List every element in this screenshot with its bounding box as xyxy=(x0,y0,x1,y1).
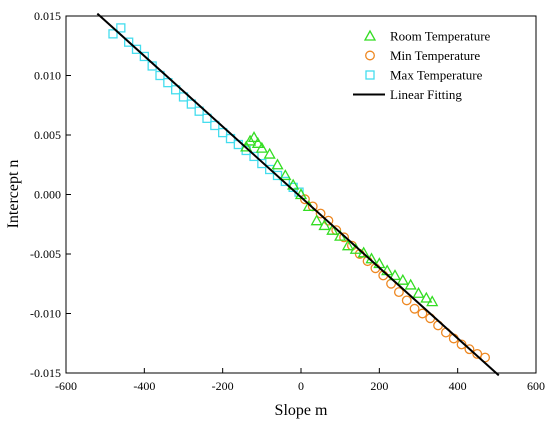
data-point xyxy=(218,127,228,138)
data-point xyxy=(243,134,257,146)
series-room-temperature xyxy=(240,131,439,307)
y-axis-ticks: 0.015 0.010 0.005 0.000 -0.005 -0.010 -0.015 xyxy=(30,9,71,380)
data-point xyxy=(396,273,409,285)
data-point xyxy=(255,141,268,153)
data-point xyxy=(388,269,402,281)
data-point xyxy=(401,295,412,306)
data-point xyxy=(339,232,350,243)
data-point xyxy=(139,51,149,62)
data-point xyxy=(271,158,284,170)
y-tick-label: -0.005 xyxy=(30,247,61,261)
data-point xyxy=(417,308,428,319)
x-axis-ticks: -600 -400 -200 0 200 400 600 xyxy=(55,368,545,393)
y-tick-label: -0.010 xyxy=(30,307,61,321)
legend-label: Min Temperature xyxy=(390,48,480,63)
data-point xyxy=(315,208,326,219)
data-point xyxy=(326,223,339,235)
legend-item: Linear Fitting xyxy=(353,87,462,102)
data-point xyxy=(393,287,404,298)
legend-label: Linear Fitting xyxy=(390,87,462,102)
data-point xyxy=(464,344,475,355)
legend-label: Room Temperature xyxy=(390,29,491,44)
data-point xyxy=(163,77,173,88)
data-point xyxy=(310,214,323,226)
data-point xyxy=(472,349,483,359)
x-tick-label: -200 xyxy=(212,379,234,393)
y-tick-label: -0.015 xyxy=(30,366,61,380)
series-min-temperature xyxy=(299,194,491,363)
data-point xyxy=(412,286,425,298)
data-point xyxy=(299,194,310,205)
x-tick-label: 200 xyxy=(370,379,388,393)
x-tick-label: -600 xyxy=(55,379,77,393)
legend-triangle-swatch xyxy=(363,29,377,41)
x-tick-label: -400 xyxy=(133,379,155,393)
y-tick-label: 0.000 xyxy=(34,188,61,202)
data-point xyxy=(426,295,439,307)
series-linear-fitting xyxy=(96,12,500,377)
y-tick-label: 0.010 xyxy=(34,69,61,83)
legend-item: Room Temperature xyxy=(363,29,491,44)
data-point xyxy=(108,29,118,39)
data-point xyxy=(318,219,331,231)
legend-item: Min Temperature xyxy=(365,48,480,63)
data-point xyxy=(272,170,283,181)
data-point xyxy=(265,164,275,175)
x-tick-label: 600 xyxy=(527,379,545,393)
data-point xyxy=(131,44,142,54)
data-point xyxy=(171,85,181,95)
x-axis-title: Slope m xyxy=(275,402,328,419)
data-point xyxy=(404,278,417,290)
x-tick-label: 0 xyxy=(298,379,304,393)
data-point xyxy=(279,169,292,181)
x-tick-label: 400 xyxy=(449,379,467,393)
data-point xyxy=(420,291,433,303)
data-point xyxy=(249,151,259,162)
data-point xyxy=(178,92,189,102)
y-tick-label: 0.015 xyxy=(34,9,61,23)
data-point xyxy=(124,37,134,47)
data-point xyxy=(155,70,165,81)
y-tick-label: 0.005 xyxy=(34,128,61,142)
data-point xyxy=(263,147,276,159)
data-point xyxy=(247,131,261,143)
legend-item: Max Temperature xyxy=(365,68,483,83)
legend-label: Max Temperature xyxy=(390,68,483,83)
data-point xyxy=(409,303,420,314)
linear-fit-line xyxy=(96,12,500,377)
data-point xyxy=(280,176,290,187)
data-point xyxy=(202,113,212,123)
data-point xyxy=(210,120,220,131)
legend-square-swatch xyxy=(365,70,375,80)
data-point xyxy=(194,106,204,116)
data-point xyxy=(251,136,265,148)
data-point xyxy=(186,99,196,109)
legend-circle-swatch xyxy=(365,50,375,61)
chart-legend: Room Temperature Min Temperature Max Tempe… xyxy=(353,29,491,102)
y-axis-title: Intercept n xyxy=(5,160,22,229)
data-point xyxy=(257,158,267,169)
data-layer xyxy=(96,12,500,377)
data-point xyxy=(341,239,355,251)
data-point xyxy=(116,23,126,33)
